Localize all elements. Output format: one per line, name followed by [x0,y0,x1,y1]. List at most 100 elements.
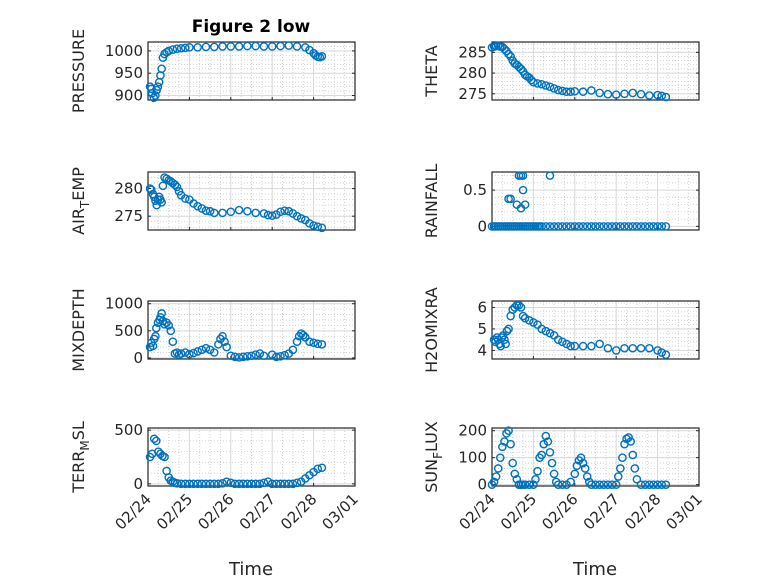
data-point [553,480,563,489]
data-point [280,206,289,215]
data-point [611,90,621,99]
data-point [653,222,662,231]
data-point [489,477,499,487]
data-point [516,303,526,312]
subplot-2: 275 280 AIRTEMP [69,167,356,235]
data-point [147,185,156,194]
data-point [541,326,551,336]
data-point [288,345,298,355]
data-point [549,222,559,231]
x-tick-label: 03/01 [319,490,362,533]
data-point [510,303,520,312]
data-point [578,341,588,351]
data-point [276,351,285,361]
data-point [566,477,575,487]
data-point [545,222,555,231]
data-point [553,222,563,231]
data-point [495,453,505,462]
data-point [657,222,667,231]
data-point [558,480,567,489]
data-point [500,44,509,54]
data-point [193,201,202,211]
axes-frame-0 [147,41,356,101]
data-point [529,77,538,87]
data-point [529,318,538,327]
data-point [514,300,524,310]
data-point [520,480,530,489]
data-point [151,91,160,100]
data-point [309,221,318,230]
y-tick-label: 285 [458,43,487,61]
data-point [298,330,308,340]
x-tick-label: 02/25 [153,490,196,533]
data-point [197,345,207,355]
data-point [230,352,240,362]
data-point [504,49,513,59]
data-point [226,42,236,51]
y-tick-label: 280 [458,64,487,82]
data-point [636,480,646,489]
data-point [157,64,166,74]
data-point [558,86,567,96]
data-point [570,341,580,351]
axes-frame-7 [491,427,700,487]
data-point [218,479,227,488]
data-point [149,434,159,444]
y-tick-label: 900 [114,87,143,105]
data-point [603,480,613,489]
data-point [201,42,211,52]
data-point [570,469,580,479]
data-point [305,219,314,228]
data-point [491,472,501,481]
x-tick-label: 02/26 [538,490,581,533]
data-point [653,480,662,489]
data-point [512,474,522,484]
data-point [545,447,555,457]
data-point [189,348,198,358]
data-point [587,222,596,231]
data-point [176,349,186,358]
data-point [172,44,182,53]
data-point [193,347,202,356]
data-point [653,90,662,100]
data-point [263,210,273,220]
subplot-4: 0 500 1000 MIXDEPTH [69,288,356,372]
y-tick-label: 0.5 [463,181,487,199]
data-point [504,426,513,435]
x-axis-label-right: Time [572,559,617,580]
data-point [645,91,654,100]
data-point [172,348,182,357]
data-point [543,437,553,446]
data-point [603,89,613,99]
y-axis-label-2: AIRTEMP [69,167,92,235]
data-point [218,331,227,341]
data-point [255,349,265,358]
data-point [284,206,294,216]
data-point [524,480,534,489]
data-point [547,458,557,468]
data-point [576,453,586,462]
data-point [645,480,654,489]
data-point [222,477,231,487]
data-point [267,211,277,220]
data-point [317,340,327,349]
data-point [201,206,211,215]
data-point [607,222,617,231]
data-point [541,81,551,90]
data-point [541,222,551,231]
axes-frame-2 [147,171,356,231]
data-point [243,41,252,51]
data-point [529,480,538,489]
data-point [632,474,642,484]
data-point [549,84,559,93]
data-point [317,463,327,473]
axes-frame-6 [147,427,356,487]
data-point [172,479,182,488]
y-axis-label-3: RAINFALL [422,164,441,239]
data-point [599,222,609,231]
data-point [616,464,625,473]
data-point [493,464,503,473]
